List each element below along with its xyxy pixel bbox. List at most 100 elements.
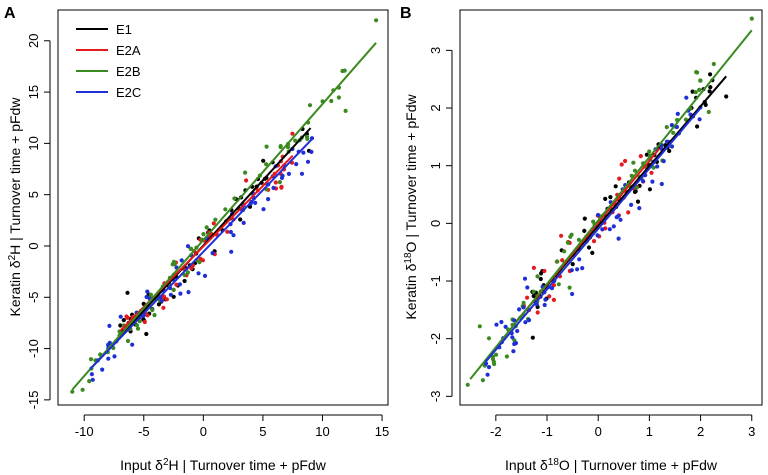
- point-e2c-b: [511, 349, 516, 354]
- x-tick-label-b: -2: [490, 424, 502, 439]
- point-e2a-b: [591, 239, 597, 244]
- point-e2b-a: [152, 313, 157, 318]
- point-e1-a: [182, 278, 187, 284]
- point-e2b-a: [243, 170, 248, 175]
- fit-line-e2c-a: [89, 137, 314, 370]
- point-e2b-a: [70, 389, 75, 394]
- point-e2c-b: [521, 305, 526, 310]
- x-tick-label-a: 5: [259, 424, 266, 439]
- point-e1-b: [603, 196, 608, 201]
- point-e2b-b: [568, 234, 573, 239]
- point-e2c-b: [618, 217, 623, 222]
- y-axis-title-b: Keratin δ18O | Turnover time + pFdw: [403, 93, 420, 319]
- y-tick-label-a: 10: [26, 136, 41, 150]
- point-e2b-b: [521, 300, 526, 305]
- point-e2c-a: [271, 185, 276, 190]
- plot-frame-a: [57, 9, 389, 406]
- point-e2c-b: [515, 328, 520, 334]
- point-e2c-b: [616, 236, 621, 241]
- point-e2c-a: [299, 171, 305, 176]
- x-tick-label-a: 15: [375, 424, 389, 439]
- point-e2a-b: [649, 170, 654, 175]
- point-e1-b: [586, 245, 592, 250]
- y-axis-title-a: Keratin δ2H | Turnover time + pFdw: [7, 97, 24, 317]
- point-e2b-b: [706, 109, 711, 115]
- point-e1-b: [608, 195, 613, 200]
- point-e2b-a: [223, 207, 228, 212]
- point-e2b-a: [305, 136, 310, 141]
- point-e1-b: [582, 216, 587, 221]
- point-e2a-b: [547, 294, 552, 299]
- point-e2b-a: [150, 307, 155, 313]
- point-e2a-b: [542, 268, 547, 274]
- x-tick-label-b: 2: [697, 424, 704, 439]
- point-e2a-a: [290, 131, 295, 136]
- y-tick-label-b: -3: [428, 391, 443, 403]
- point-e2a-a: [211, 221, 216, 226]
- point-e2c-a: [229, 249, 234, 254]
- point-e2c-a: [301, 150, 306, 155]
- point-e2b-b: [698, 78, 703, 83]
- point-e2b-a: [336, 95, 341, 100]
- point-e2c-a: [261, 207, 266, 212]
- fit-line-e2b-a: [71, 42, 377, 391]
- point-e2c-b: [611, 224, 616, 229]
- point-e2c-b: [543, 297, 548, 302]
- point-e2c-a: [178, 291, 183, 296]
- point-e2c-a: [286, 171, 291, 176]
- point-e2c-b: [697, 117, 702, 122]
- point-e2c-a: [231, 233, 236, 238]
- point-e2a-a: [200, 258, 205, 263]
- point-e1-a: [238, 217, 243, 222]
- point-e1-b: [635, 199, 641, 204]
- point-e2b-b: [576, 237, 582, 242]
- point-e2a-a: [279, 184, 284, 189]
- x-tick-label-a: 0: [200, 424, 207, 439]
- point-e2c-b: [494, 322, 499, 327]
- point-e2b-b: [504, 354, 509, 359]
- panel-letter-a: A: [4, 5, 16, 22]
- point-e2b-b: [477, 324, 482, 329]
- x-tick-label-a: -10: [75, 424, 94, 439]
- point-e2a-a: [164, 297, 169, 302]
- point-e2b-b: [565, 240, 571, 245]
- y-tick-label-b: -1: [428, 275, 443, 287]
- point-e2b-b: [486, 336, 492, 341]
- fit-line-e2c-b: [484, 107, 702, 363]
- point-e2c-a: [107, 323, 112, 328]
- point-e2a-b: [559, 233, 564, 238]
- point-e2c-b: [655, 164, 660, 169]
- point-e1-b: [530, 335, 535, 340]
- point-e2b-b: [671, 130, 676, 135]
- point-e2a-a: [189, 266, 194, 271]
- axes-a: -10 -5 0 5 10 15 -15 -10 -5 0 5 10 15 20: [26, 34, 389, 439]
- y-tick-label-a: -5: [26, 291, 41, 303]
- point-e2b-b: [651, 165, 656, 170]
- point-e2b-a: [264, 144, 269, 149]
- point-e2c-a: [294, 162, 299, 167]
- axes-b: -2 -1 0 1 2 3 -3 -2 -1 0 1 2 3: [428, 47, 755, 439]
- point-e2b-a: [307, 103, 313, 108]
- point-e2c-b: [512, 318, 517, 323]
- point-e2b-b: [647, 149, 652, 154]
- point-e2a-b: [551, 283, 557, 288]
- x-axis-title-a: Input δ2H | Turnover time + pFdw: [120, 457, 327, 474]
- point-e2c-b: [580, 266, 585, 271]
- point-e2b-a: [232, 196, 237, 201]
- point-e2c-b: [614, 215, 619, 220]
- y-tick-label-a: -15: [26, 390, 41, 409]
- point-e1-b: [644, 152, 649, 157]
- point-e2b-a: [189, 246, 194, 251]
- point-e2a-b: [617, 176, 622, 181]
- point-e2c-b: [684, 95, 689, 100]
- point-e2a-b: [551, 297, 557, 302]
- point-e2a-a: [273, 180, 278, 185]
- point-e2c-a: [241, 220, 246, 225]
- point-e2c-b: [600, 227, 605, 232]
- point-e2b-b: [632, 168, 638, 173]
- point-e2a-a: [174, 282, 179, 287]
- point-e2c-b: [675, 111, 680, 116]
- point-e2c-a: [280, 173, 285, 178]
- y-tick-label-a: 5: [26, 191, 41, 198]
